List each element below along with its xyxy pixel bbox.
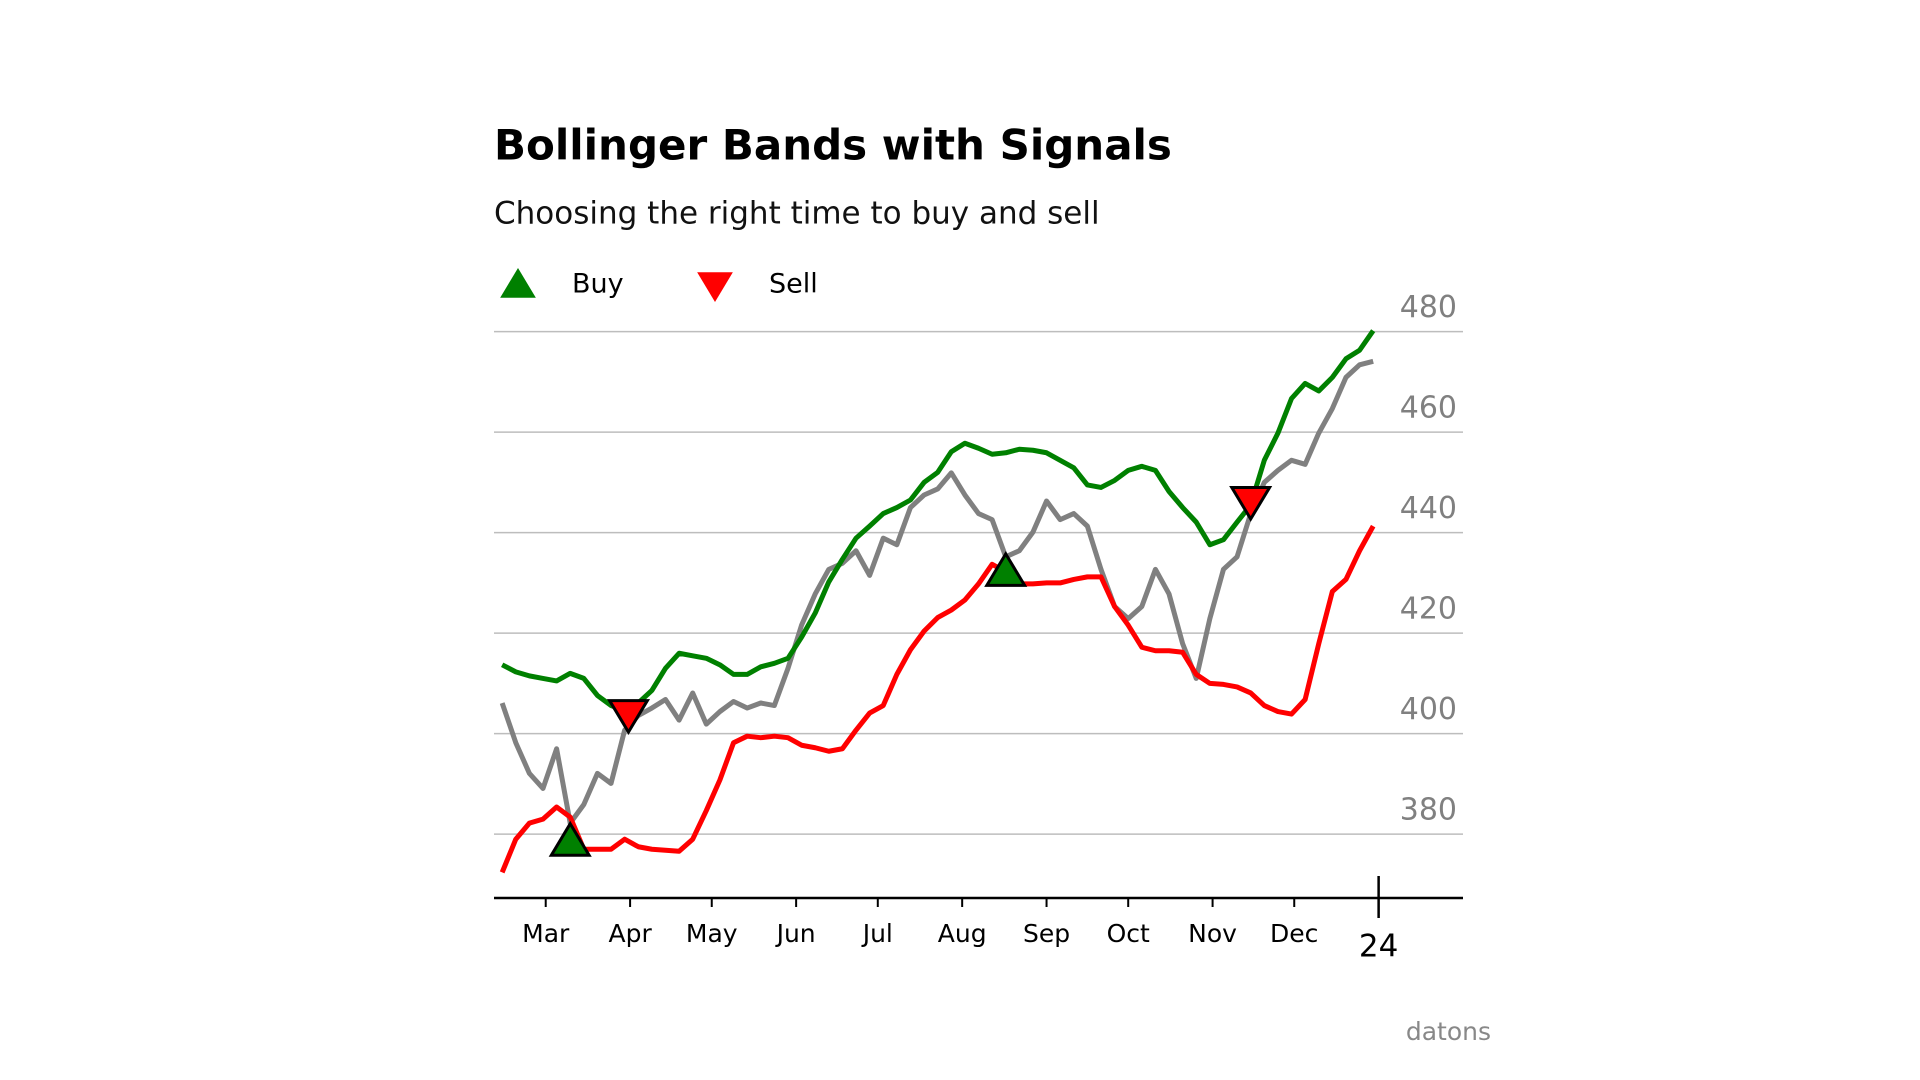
y-tick-label: 480	[1400, 290, 1457, 325]
legend-icon	[697, 272, 733, 302]
x-tick-label: Oct	[1107, 919, 1150, 948]
signal-marker	[984, 550, 1028, 587]
chart-title: Bollinger Bands with Signals	[494, 121, 1172, 170]
y-tick-label: 420	[1400, 592, 1457, 627]
legend-label: Sell	[769, 269, 818, 300]
x-tick-label: Aug	[938, 919, 987, 948]
x-tick-label: May	[686, 919, 738, 948]
y-tick-label: 400	[1400, 692, 1457, 727]
chart-subtitle: Choosing the right time to buy and sell	[494, 196, 1100, 232]
y-tick-label: 380	[1400, 793, 1457, 828]
signal-marker	[1229, 486, 1273, 522]
y-tick-label: 440	[1400, 491, 1457, 526]
source-credit: datons	[1406, 1017, 1491, 1046]
x-tick-label: Nov	[1188, 919, 1237, 948]
x-tick-label: Apr	[608, 919, 652, 948]
x-tick-label: Jul	[861, 919, 893, 948]
x-major-tick-label: 24	[1359, 929, 1398, 965]
legend-label: Buy	[572, 269, 624, 300]
x-tick-label: Mar	[522, 919, 570, 948]
signal-marker	[606, 699, 651, 735]
legend-icon	[500, 268, 536, 298]
series-line	[501, 329, 1376, 714]
x-tick-label: Sep	[1023, 919, 1070, 948]
x-tick-label: Jun	[775, 919, 816, 948]
signal-marker	[548, 820, 592, 857]
series-line	[499, 358, 1374, 826]
x-tick-label: Dec	[1270, 919, 1318, 948]
series-line	[499, 524, 1376, 874]
y-tick-label: 460	[1400, 391, 1457, 426]
